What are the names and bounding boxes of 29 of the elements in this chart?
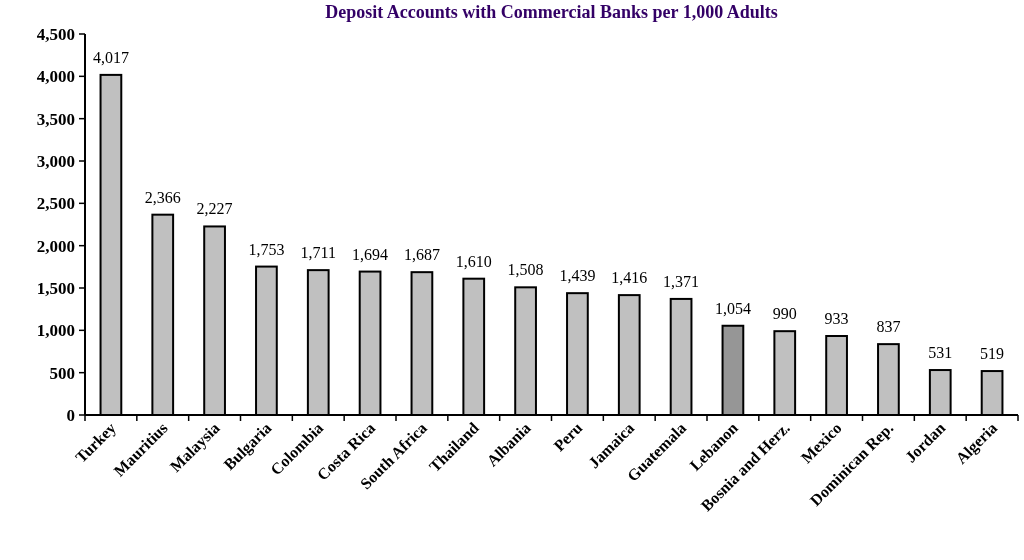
data-label: 1,439 <box>559 267 596 285</box>
y-tick-label: 0 <box>66 405 75 425</box>
y-tick-label: 500 <box>49 363 75 383</box>
data-label: 519 <box>980 345 1005 363</box>
data-label: 2,366 <box>144 188 181 206</box>
data-label: 933 <box>824 310 849 328</box>
y-tick-label: 1,000 <box>36 321 75 341</box>
data-label: 1,694 <box>352 245 389 263</box>
data-label: 1,054 <box>714 299 751 317</box>
y-tick-label: 3,500 <box>36 109 75 129</box>
y-tick-label: 1,500 <box>36 278 75 298</box>
chart-title: Deposit Accounts with Commercial Banks per 1,000 Adults <box>325 2 778 22</box>
data-label: 837 <box>876 318 901 336</box>
data-label: 2,227 <box>196 200 233 218</box>
data-label: 1,508 <box>507 261 544 279</box>
data-label: 1,687 <box>403 246 440 264</box>
y-tick-label: 3,000 <box>36 151 75 171</box>
data-label: 4,017 <box>92 48 129 66</box>
y-tick-label: 2,500 <box>36 194 75 214</box>
y-tick-label: 4,000 <box>36 67 75 87</box>
data-label: 531 <box>928 344 953 362</box>
y-tick-label: 4,500 <box>36 24 75 44</box>
data-label: 1,753 <box>248 240 285 258</box>
data-label: 1,711 <box>300 244 336 262</box>
data-label: 1,610 <box>455 252 492 270</box>
data-label: 1,371 <box>663 272 700 290</box>
data-label: 990 <box>772 305 797 323</box>
y-tick-label: 2,000 <box>36 236 75 256</box>
data-label: 1,416 <box>611 269 648 287</box>
